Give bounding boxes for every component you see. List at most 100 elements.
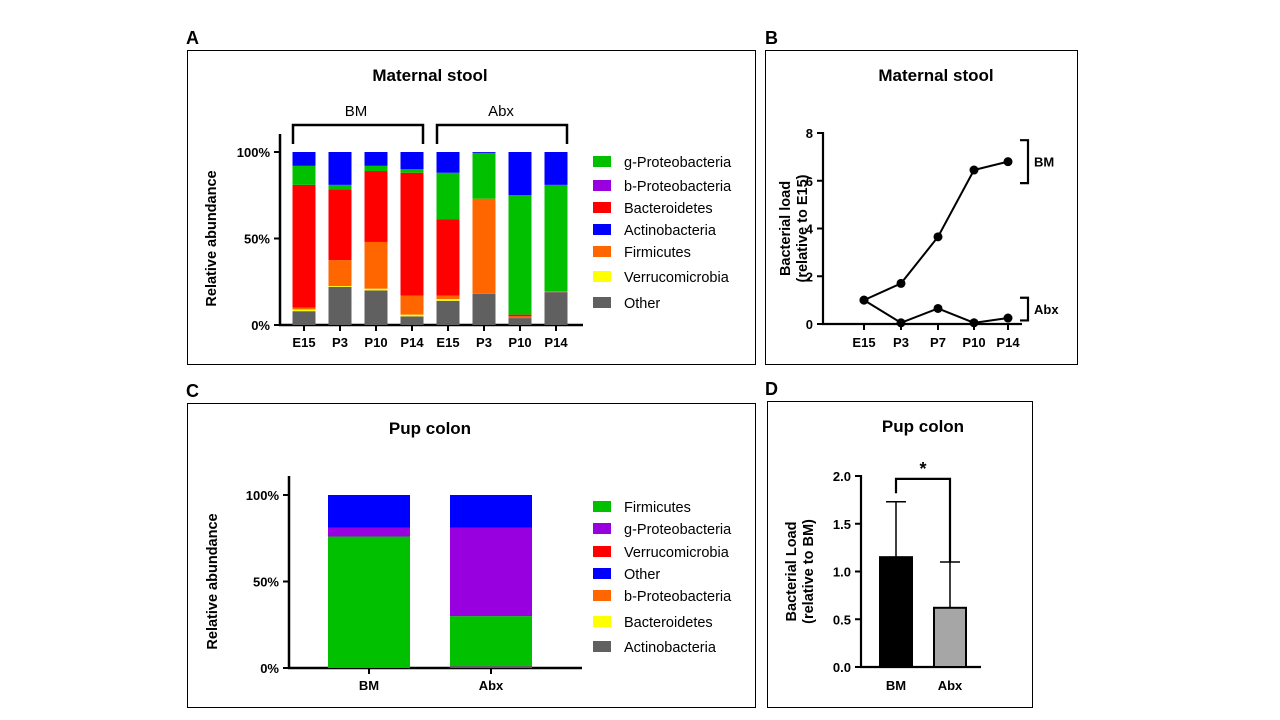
legend-swatch-other — [593, 568, 611, 579]
bar-segment-bacteroidetes — [508, 314, 532, 317]
bar-segment-firmicutes — [400, 295, 424, 315]
legend-swatch-firmicutes — [593, 246, 611, 257]
x-tick-label: P3 — [332, 335, 348, 350]
legend-label-bacteroidetes: Bacteroidetes — [624, 201, 713, 217]
bar-segment-verrucomicrobia — [328, 286, 352, 287]
x-tick-label: P10 — [962, 335, 985, 350]
bar-segment-verrucomicrobia — [364, 288, 388, 291]
panel-a-maternal-stool-composition: Maternal stool 0% 50% 100% Relative abundanc… — [187, 50, 756, 365]
bar-segment-g-proteobacteria — [364, 165, 388, 172]
series-line-bm — [863, 160, 1009, 302]
bar-segment-other — [544, 292, 568, 325]
bar-bm — [879, 556, 913, 668]
x-tick-label: E15 — [436, 335, 459, 350]
bar-segment-g-proteobacteria — [450, 527, 532, 617]
chart-b: Maternal stool 0 2 4 6 8 E15 P3 P7 P10 P14 Bacteria… — [778, 66, 1059, 350]
bar-segment-firmicutes — [436, 295, 460, 300]
bar-segment-bacteroidetes — [436, 219, 460, 296]
bar-segment-bacteroidetes — [400, 172, 424, 296]
data-point-abx — [969, 318, 979, 328]
bar-segment-other — [328, 495, 410, 528]
bar-segment-actinobacteria — [328, 152, 352, 185]
x-tick-label: P14 — [544, 335, 568, 350]
legend-label-verrucomicrobia: Verrucomicrobia — [624, 545, 730, 561]
bar-segment-actinobacteria — [472, 152, 496, 153]
legend-label-firmicutes: Firmicutes — [624, 500, 691, 516]
y-tick-label: 0% — [251, 318, 270, 333]
bar-segment-firmicutes — [472, 198, 496, 294]
legend-label-b-proteobacteria: b-Proteobacteria — [624, 179, 732, 195]
bar-segment-g-proteobacteria — [544, 184, 568, 292]
x-tick-label: E15 — [292, 335, 315, 350]
data-point-abx — [933, 303, 943, 313]
chart-title: Pup colon — [882, 417, 964, 436]
significance-bracket — [894, 477, 952, 562]
bar-segment-actinobacteria — [508, 152, 532, 196]
bar-segment-other — [364, 290, 388, 325]
chart-c: Pup colon 0% 50% 100% Relative abundance BM Ab… — [205, 419, 732, 693]
panel-letter-d: D — [765, 379, 778, 399]
bar-segment-other — [292, 311, 316, 325]
panel-c-pup-colon-composition: Pup colon 0% 50% 100% Relative abundance BM Ab… — [187, 403, 756, 708]
group-label-abx: Abx — [488, 103, 514, 120]
y-tick-label: 0.5 — [833, 612, 851, 627]
y-axis-label-line: (relative to BM) — [801, 519, 817, 624]
y-tick-label: 1.5 — [833, 517, 851, 532]
bar-segment-bacteroidetes — [328, 189, 352, 261]
bar-segment-firmicutes — [328, 536, 410, 668]
panel-letter-c: C — [186, 381, 199, 401]
legend-swatch-other — [593, 297, 611, 308]
x-tick-label: P3 — [893, 335, 909, 350]
series-label-bm: BM — [1034, 155, 1054, 170]
legend-label-g-proteobacteria: g-Proteobacteria — [624, 155, 732, 171]
y-tick-label: 50% — [253, 575, 279, 590]
y-tick-label: 2 — [806, 269, 813, 284]
bar-segment-g-proteobacteria — [400, 169, 424, 173]
bar-segment-g-proteobacteria — [472, 152, 496, 199]
y-tick-label: 0% — [260, 661, 279, 676]
chart-title: Maternal stool — [878, 66, 993, 85]
y-tick-label: 4 — [806, 222, 814, 237]
bar-segment-firmicutes — [544, 291, 568, 293]
series-bracket-abx — [1020, 296, 1030, 322]
bar-segment-actinobacteria — [436, 152, 460, 173]
legend-swatch-b-proteobacteria — [593, 180, 611, 191]
legend-swatch-bacteroidetes — [593, 616, 611, 627]
legend-swatch-actinobacteria — [593, 641, 611, 652]
data-point-bm — [969, 165, 979, 175]
bar-segment-g-proteobacteria — [328, 527, 410, 537]
bar-segment-actinobacteria — [292, 152, 316, 166]
chart-d: Pup colon 0.0 0.5 1.0 1.5 2.0 Bacterial Load (r… — [784, 417, 981, 693]
bar-segment-g-proteobacteria — [508, 195, 532, 315]
y-axis-label-line: (relative to E15) — [795, 174, 811, 282]
data-point-bm — [933, 232, 943, 242]
chart-title: Maternal stool — [372, 66, 487, 85]
legend-label-actinobacteria: Actinobacteria — [624, 223, 717, 239]
legend-label-firmicutes: Firmicutes — [624, 245, 691, 261]
series-label-abx: Abx — [1034, 302, 1059, 317]
group-bracket-bm — [291, 123, 425, 144]
bar-segment-verrucomicrobia — [436, 299, 460, 301]
y-tick-label: 100% — [237, 145, 271, 160]
x-tick-label: P14 — [996, 335, 1020, 350]
legend-label-actinobacteria: Actinobacteria — [624, 640, 717, 656]
y-tick-label: 100% — [246, 488, 280, 503]
chart-title: Pup colon — [389, 419, 471, 438]
legend-label-verrucomicrobia: Verrucomicrobia — [624, 270, 730, 286]
y-tick-label: 50% — [244, 232, 270, 247]
legend-swatch-bacteroidetes — [593, 202, 611, 213]
bar-segment-firmicutes — [364, 241, 388, 289]
panel-letter-b: B — [765, 28, 778, 48]
bar-segment-g-proteobacteria — [292, 165, 316, 185]
group-label-bm: BM — [345, 103, 368, 120]
bar-segment-other — [400, 316, 424, 325]
bar-segment-other — [508, 318, 532, 325]
y-axis-label: Relative abundance — [205, 513, 221, 649]
bar-segment-other — [450, 495, 532, 528]
x-tick-label: P14 — [400, 335, 424, 350]
group-bracket-abx — [435, 123, 569, 144]
chart-a: Maternal stool 0% 50% 100% Relative abundanc… — [204, 66, 732, 350]
data-point-abx — [896, 318, 906, 328]
y-tick-label: 2.0 — [833, 469, 851, 484]
legend-swatch-actinobacteria — [593, 224, 611, 235]
